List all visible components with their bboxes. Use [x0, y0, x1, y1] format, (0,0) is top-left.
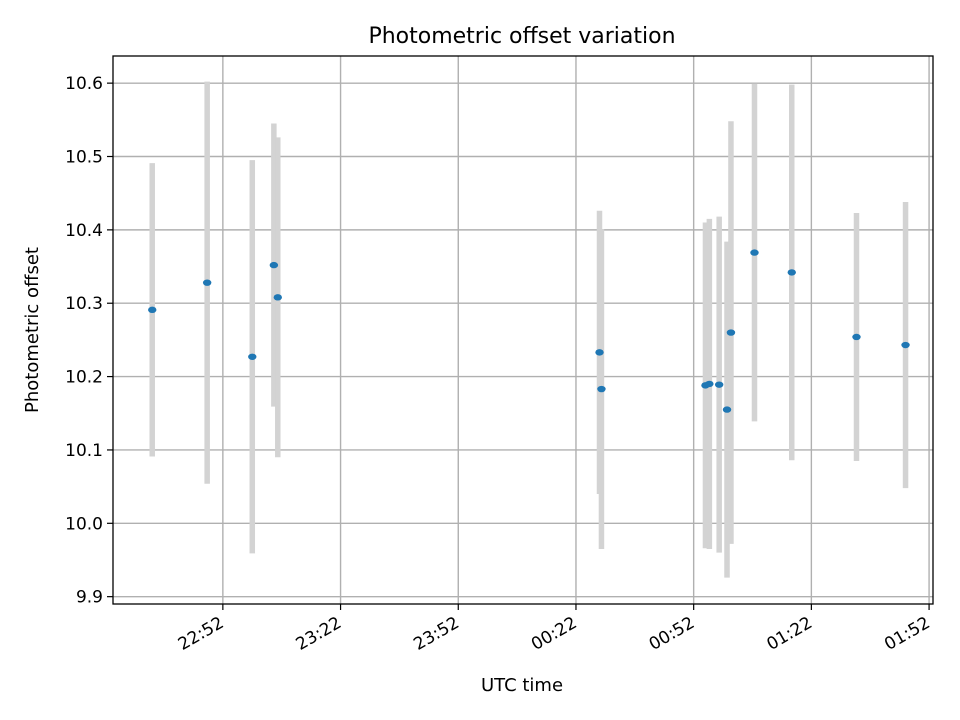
x-axis-label: UTC time [481, 675, 563, 696]
data-point [595, 349, 604, 356]
y-axis-label: Photometric offset [22, 247, 43, 413]
x-tick-label: 00:22 [528, 613, 580, 655]
data-point [726, 329, 736, 336]
plot-frame [112, 55, 934, 605]
y-tick-label: 10.2 [65, 368, 103, 388]
data-point [597, 385, 606, 393]
x-tick-label: 01:52 [881, 613, 933, 655]
y-tick-label: 10.6 [65, 74, 103, 94]
data-point [901, 341, 910, 349]
data-point [269, 261, 279, 269]
chart-title: Photometric offset variation [368, 24, 675, 49]
data-point [202, 279, 212, 286]
y-tick-label: 10.1 [65, 441, 103, 461]
x-tick-label: 01:22 [763, 613, 815, 655]
data-point [852, 333, 861, 341]
x-tick-label: 23:22 [293, 613, 345, 655]
data-point [273, 294, 282, 301]
y-tick-label: 9.9 [76, 588, 103, 608]
x-tick-label: 22:52 [175, 613, 227, 655]
x-tick-label: 23:52 [410, 613, 462, 655]
y-tick-label: 10.3 [65, 294, 103, 314]
grid-lines [113, 56, 933, 604]
data-point [148, 306, 157, 314]
y-tick-label: 10.4 [65, 221, 103, 241]
y-axis-ticks: 9.9 10.0 10.1 10.2 10.3 10.4 10.5 10.6 [65, 74, 113, 608]
data-points [148, 249, 910, 413]
data-point [787, 269, 796, 276]
data-point [248, 353, 257, 360]
data-point [705, 380, 714, 388]
data-point [722, 406, 732, 413]
data-point [750, 249, 759, 256]
y-tick-label: 10.5 [65, 148, 103, 168]
x-tick-label: 00:52 [646, 613, 698, 655]
y-tick-label: 10.0 [65, 514, 103, 534]
data-point [714, 381, 724, 388]
x-axis-ticks: 22:52 23:22 23:52 00:22 00:52 01:22 01:52 [175, 604, 934, 655]
